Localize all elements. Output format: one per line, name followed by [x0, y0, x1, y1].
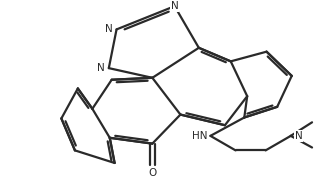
Text: N: N: [295, 131, 303, 141]
Text: O: O: [148, 168, 156, 178]
Text: N: N: [105, 24, 113, 34]
Text: N: N: [97, 63, 105, 73]
Text: N: N: [171, 1, 179, 11]
Text: HN: HN: [192, 131, 208, 141]
